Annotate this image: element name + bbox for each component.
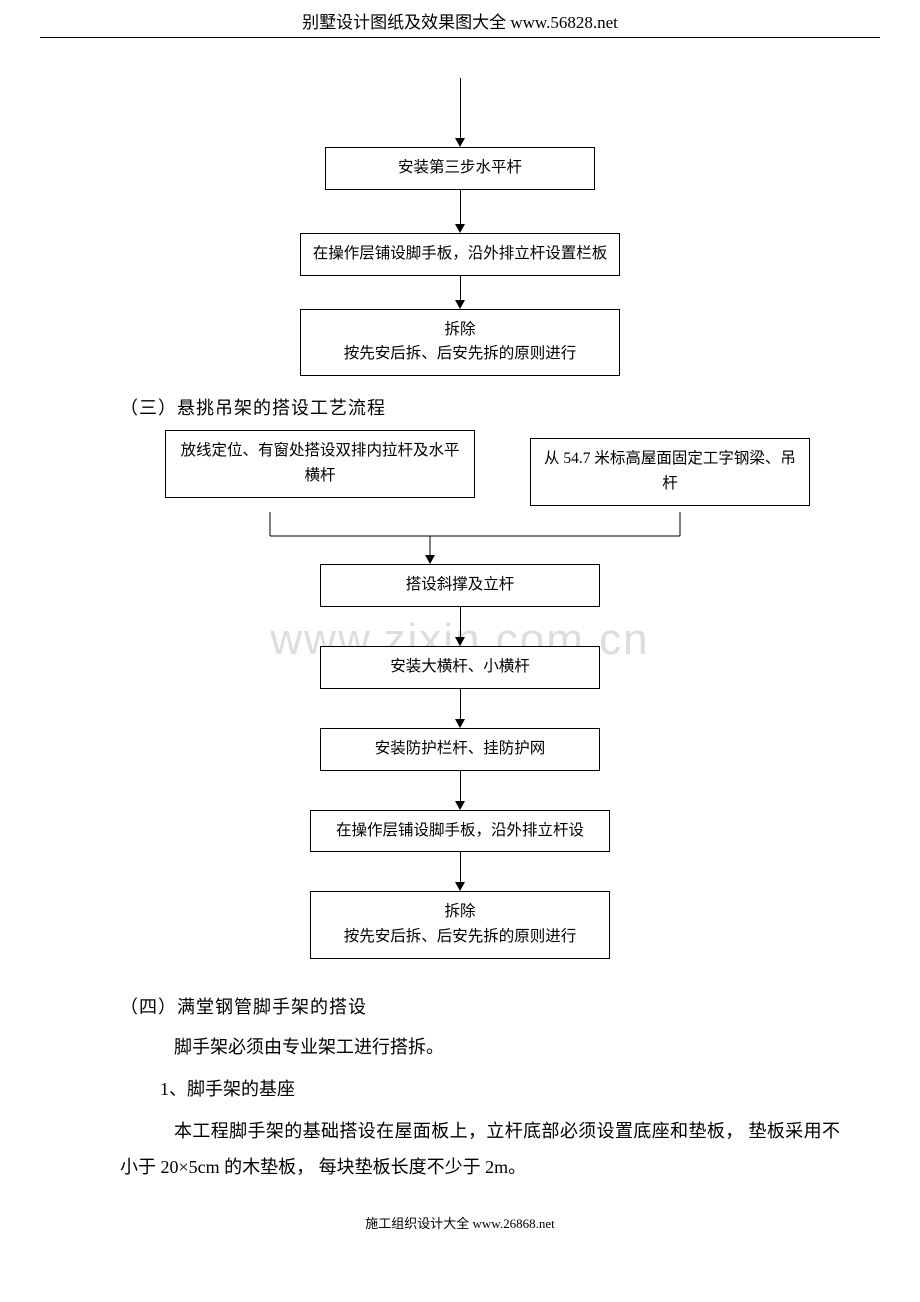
arrow <box>455 689 465 728</box>
flow-node: 拆除 按先安后拆、后安先拆的原则进行 <box>300 309 620 377</box>
flow-node: 在操作层铺设脚手板，沿外排立杆设置栏板 <box>300 233 620 276</box>
flow-split-row: 放线定位、有窗处搭设双排内拉杆及水平横杆 从 54.7 米标高屋面固定工字钢梁、… <box>30 430 890 512</box>
section-4-title: （四）满堂钢管脚手架的搭设 <box>120 993 890 1019</box>
flow-node: 安装大横杆、小横杆 <box>320 646 600 689</box>
flow-node-line: 拆除 <box>311 318 609 343</box>
merge-connector <box>100 512 820 564</box>
flowchart-1: 安装第三步水平杆 在操作层铺设脚手板，沿外排立杆设置栏板 拆除 按先安后拆、后安… <box>30 78 890 376</box>
page-header: 别墅设计图纸及效果图大全 www.56828.net <box>30 0 890 37</box>
flow-node: 拆除 按先安后拆、后安先拆的原则进行 <box>310 891 610 959</box>
header-rule <box>40 37 880 38</box>
arrow <box>455 852 465 891</box>
flow-node: 在操作层铺设脚手板，沿外排立杆设 <box>310 810 610 853</box>
flow-node-right: 从 54.7 米标高屋面固定工字钢梁、吊杆 <box>530 438 810 506</box>
arrow <box>455 276 465 309</box>
flow-node-line: 拆除 <box>321 900 599 925</box>
body-paragraph: 脚手架必须由专业架工进行搭拆。 <box>120 1029 850 1065</box>
flow-node-left: 放线定位、有窗处搭设双排内拉杆及水平横杆 <box>165 430 475 498</box>
arrow <box>455 190 465 233</box>
flowchart-2: 搭设斜撑及立杆 安装大横杆、小横杆 安装防护栏杆、挂防护网 在操作层铺设脚手板，… <box>30 564 890 959</box>
flow-node-line: 按先安后拆、后安先拆的原则进行 <box>311 342 609 367</box>
body-subheading: 1、脚手架的基座 <box>160 1071 850 1107</box>
arrow <box>455 771 465 810</box>
arrow <box>455 78 465 147</box>
section-3-title: （三）悬挑吊架的搭设工艺流程 <box>120 394 890 420</box>
flow-node: 安装第三步水平杆 <box>325 147 595 190</box>
arrow <box>455 607 465 646</box>
page-footer: 施工组织设计大全 www.26868.net <box>30 1213 890 1242</box>
flow-node: 搭设斜撑及立杆 <box>320 564 600 607</box>
flow-node-line: 按先安后拆、后安先拆的原则进行 <box>321 925 599 950</box>
body-paragraph: 本工程脚手架的基础搭设在屋面板上，立杆底部必须设置底座和垫板， 垫板采用不小于 … <box>120 1113 840 1185</box>
flow-node: 安装防护栏杆、挂防护网 <box>320 728 600 771</box>
